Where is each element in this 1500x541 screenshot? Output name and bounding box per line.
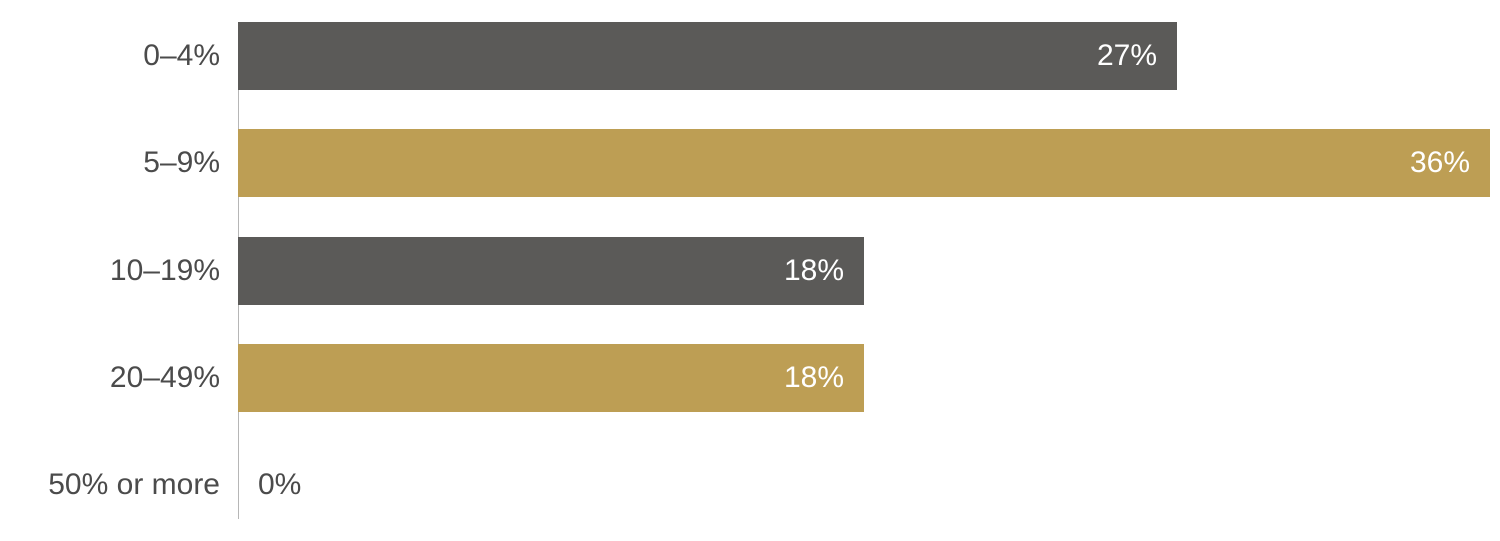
bar-row: 5–9%36% <box>238 129 1490 197</box>
bar-row: 20–49%18% <box>238 344 1490 412</box>
value-label: 27% <box>1097 39 1157 73</box>
bar-rows: 0–4%27% 5–9%36% 10–19%18% 20–49%18% 50% or m… <box>238 22 1490 519</box>
bar-row: 10–19%18% <box>238 237 1490 305</box>
category-label: 10–19% <box>0 237 238 305</box>
bar: 36% <box>238 129 1490 197</box>
bar: 27% <box>238 22 1177 90</box>
bar-row: 50% or more0% <box>238 451 1490 519</box>
value-label: 18% <box>784 361 844 395</box>
plot-area: 0–4%27% 5–9%36% 10–19%18% 20–49%18% 50% or m… <box>238 22 1490 519</box>
bar: 18% <box>238 237 864 305</box>
percentage-distribution-chart: 0–4%27%5–9%36%10–19%18%20–49%18%50% or m… <box>0 0 1500 541</box>
category-label: 20–49% <box>0 344 238 412</box>
bar-row: 0–4%27% <box>238 22 1490 90</box>
bar: 18% <box>238 344 864 412</box>
value-label: 36% <box>1410 146 1470 180</box>
category-label: 5–9% <box>0 129 238 197</box>
value-label: 0% <box>238 451 301 519</box>
category-label: 0–4% <box>0 22 238 90</box>
category-label: 50% or more <box>0 451 238 519</box>
value-label: 18% <box>784 254 844 288</box>
